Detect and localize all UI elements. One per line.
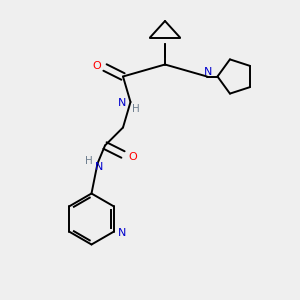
- Text: N: N: [118, 228, 126, 238]
- Text: H: H: [132, 103, 140, 114]
- Text: N: N: [118, 98, 126, 109]
- Text: H: H: [85, 156, 93, 166]
- Text: O: O: [128, 152, 137, 162]
- Text: O: O: [92, 61, 101, 71]
- Text: N: N: [204, 67, 213, 77]
- Text: N: N: [95, 161, 103, 172]
